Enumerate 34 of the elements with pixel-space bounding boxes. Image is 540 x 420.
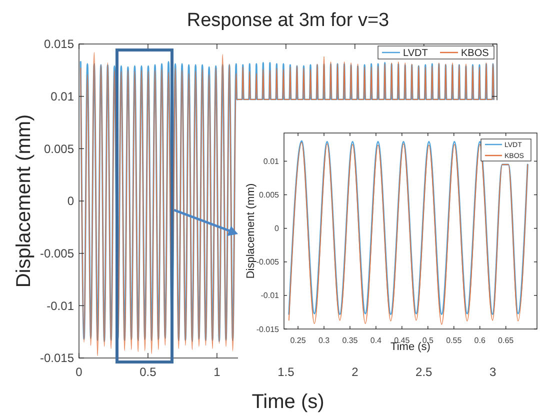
x-tick-label: 0.65 bbox=[498, 336, 514, 345]
x-tick-label: 2 bbox=[352, 365, 359, 379]
x-tick-label: 1.5 bbox=[278, 365, 295, 379]
x-tick-label: 2.5 bbox=[416, 365, 433, 379]
chart-title: Response at 3m for v=3 bbox=[186, 10, 390, 31]
x-tick-label: 0 bbox=[76, 365, 83, 379]
x-tick-label: 0.4 bbox=[370, 336, 382, 345]
x-tick-label: 1 bbox=[214, 365, 221, 379]
y-tick-label: -0.015 bbox=[256, 324, 280, 334]
x-tick-label: 0.55 bbox=[446, 336, 462, 345]
y-tick-label: 0.015 bbox=[44, 37, 74, 52]
y-tick-label: -0.01 bbox=[260, 291, 280, 300]
y-axis-title: Displacement (mm) bbox=[245, 183, 257, 279]
y-tick-label: 0.01 bbox=[263, 156, 280, 166]
x-tick-label: 0.25 bbox=[290, 336, 306, 345]
x-tick-label: 3 bbox=[490, 365, 497, 379]
y-tick-label: 0 bbox=[67, 194, 74, 208]
y-tick-label: -0.01 bbox=[46, 298, 74, 313]
legend-label: LVDT bbox=[403, 48, 428, 59]
y-tick-label: -0.015 bbox=[40, 351, 74, 366]
y-tick-label: -0.005 bbox=[256, 258, 280, 267]
y-tick-label: -0.005 bbox=[40, 246, 74, 261]
x-tick-label: 0.35 bbox=[342, 336, 358, 345]
x-tick-label: 0.3 bbox=[318, 336, 330, 345]
x-tick-label: 0.5 bbox=[422, 336, 434, 345]
y-axis-title: Displacement (mm) bbox=[13, 114, 35, 288]
y-tick-label: 0.005 bbox=[44, 142, 74, 156]
x-tick-label: 0.5 bbox=[140, 365, 157, 379]
x-axis-title: Time (s) bbox=[252, 391, 324, 413]
legend-label: KBOS bbox=[461, 48, 490, 59]
y-tick-label: 0.01 bbox=[50, 90, 74, 104]
x-tick-label: 0.6 bbox=[474, 336, 486, 345]
y-tick-label: 0.005 bbox=[258, 190, 280, 200]
y-tick-label: 0 bbox=[274, 224, 280, 234]
